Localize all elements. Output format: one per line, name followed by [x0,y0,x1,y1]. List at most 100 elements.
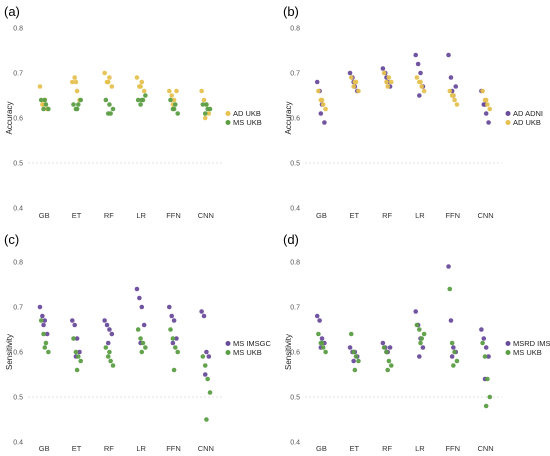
data-point [483,345,489,350]
legend-label: MSRD IMSGC [513,339,550,348]
data-point [46,106,51,112]
data-point [206,111,212,116]
x-tick-label: FFN [445,444,460,453]
x-tick-label: RF [382,444,392,453]
data-point [74,106,80,112]
x-tick-label: LR [136,211,146,220]
data-point [42,97,48,103]
x-tick-label: RF [104,444,114,453]
y-tick-label: 0.4 [290,440,300,447]
data-point [141,322,147,328]
panel-letter: (a) [4,4,20,19]
data-point [417,354,422,359]
y-axis-label: Sensitivity [5,334,14,370]
data-point [202,363,208,368]
data-point [78,358,83,364]
data-point [140,340,146,346]
data-point [447,88,453,94]
y-axis-label: Accuracy [284,102,293,135]
data-point [449,340,455,346]
data-point [138,336,143,341]
data-point [173,102,178,107]
data-point [415,61,421,67]
y-tick-label: 0.6 [13,116,23,123]
data-point [316,331,321,337]
data-point [322,120,327,125]
data-point [413,52,419,58]
data-point [37,84,43,89]
data-point [141,88,147,94]
data-point [139,349,145,355]
data-point [139,79,145,85]
data-point [175,349,180,355]
x-tick-label: CNN [477,444,493,453]
data-point [204,349,209,355]
data-point [167,304,172,310]
data-point [135,327,141,332]
data-point [351,358,356,364]
x-tick-label: GB [316,211,327,220]
y-tick-label: 0.5 [13,161,23,168]
y-tick-label: 0.7 [290,305,300,312]
data-point [76,102,81,107]
data-point [173,345,178,350]
data-point [451,93,456,98]
data-point [174,336,179,341]
data-point [386,358,392,364]
data-point [70,79,75,85]
data-point [388,79,394,85]
data-point [483,403,489,409]
data-point [320,345,326,350]
data-point [168,327,173,332]
legend-marker [505,341,511,346]
data-point [381,345,387,350]
legend-label: AD UKB [513,118,541,127]
data-point [109,331,115,337]
y-tick-label: 0.5 [290,395,300,402]
data-point [41,106,46,112]
y-tick-label: 0.8 [290,260,300,267]
data-point [356,358,361,364]
data-point [319,97,325,103]
data-point [207,106,213,112]
data-point [139,304,145,310]
data-point [102,318,107,323]
data-point [110,363,116,368]
data-point [72,75,77,80]
x-tick-label: RF [382,211,392,220]
data-point [169,93,174,98]
panel-d: (d) 0.4 0.5 0.6 0.7 0.8 Sensitivity GB ET RF LR FFN… [283,232,550,453]
data-point [171,106,177,112]
data-point [414,322,420,328]
data-point [201,313,207,319]
data-point [174,88,179,94]
data-point [316,88,321,94]
data-point [352,367,358,373]
y-tick-label: 0.4 [13,440,23,447]
data-point [419,336,425,341]
data-point [76,354,81,359]
data-point [420,345,426,350]
data-point [454,358,460,364]
data-point [421,331,427,337]
data-point [479,327,484,332]
data-point [42,345,48,350]
data-point [421,88,427,94]
data-point [384,349,389,355]
data-point [200,102,206,107]
data-point [418,79,423,85]
data-point [107,75,112,80]
data-point [202,372,208,377]
data-point [451,345,456,350]
x-tick-label: CNN [198,444,214,453]
data-point [386,75,392,80]
data-point [414,75,420,80]
data-point [38,318,44,323]
y-tick-label: 0.4 [290,206,300,213]
panel-letter: (c) [4,232,19,247]
legend-label: AD ADNI [513,109,543,118]
legend-marker [225,111,231,116]
data-point [207,390,213,395]
y-tick-label: 0.5 [290,161,300,168]
data-point [413,309,419,314]
